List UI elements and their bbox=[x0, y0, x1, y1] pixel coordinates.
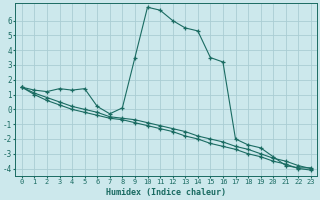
X-axis label: Humidex (Indice chaleur): Humidex (Indice chaleur) bbox=[106, 188, 226, 197]
